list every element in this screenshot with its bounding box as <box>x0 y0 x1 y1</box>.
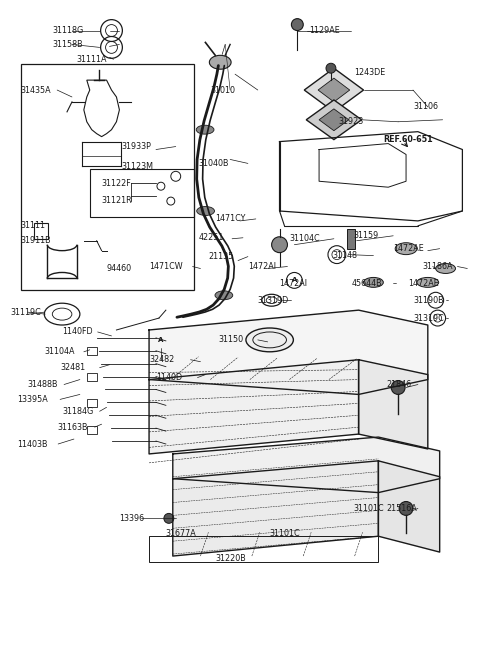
Bar <box>149 536 378 562</box>
Text: 21135: 21135 <box>208 252 234 261</box>
Text: 31319C: 31319C <box>413 314 444 322</box>
Text: A: A <box>158 337 164 343</box>
Text: 31159: 31159 <box>354 231 379 240</box>
Text: 31010: 31010 <box>210 86 235 94</box>
Bar <box>87 400 96 407</box>
Polygon shape <box>359 360 428 449</box>
Text: 1129AE: 1129AE <box>309 26 340 35</box>
Text: 32481: 32481 <box>60 363 85 372</box>
Text: 31118G: 31118G <box>52 26 84 35</box>
Polygon shape <box>149 360 359 454</box>
Text: 31040B: 31040B <box>199 159 229 168</box>
Ellipse shape <box>246 328 293 352</box>
Text: 31911B: 31911B <box>21 236 51 245</box>
Polygon shape <box>378 461 440 552</box>
Text: 1140FD: 1140FD <box>62 328 93 337</box>
Bar <box>347 229 355 249</box>
Polygon shape <box>173 461 378 556</box>
Text: 31148: 31148 <box>332 251 357 260</box>
Ellipse shape <box>209 55 231 69</box>
Text: 31220B: 31220B <box>216 553 246 563</box>
Polygon shape <box>304 68 363 112</box>
Text: 31163B: 31163B <box>57 422 88 432</box>
Text: 31106: 31106 <box>413 102 438 111</box>
Text: 31121R: 31121R <box>102 196 132 204</box>
Text: 1472AI: 1472AI <box>279 279 308 288</box>
Text: 13395A: 13395A <box>18 395 48 404</box>
Bar <box>35 223 48 239</box>
Text: 1140D: 1140D <box>156 373 182 382</box>
Text: 31435A: 31435A <box>21 86 51 94</box>
Text: REF.60-651: REF.60-651 <box>384 135 433 144</box>
Text: 31933P: 31933P <box>121 142 151 151</box>
Text: 31158B: 31158B <box>52 40 83 49</box>
Text: 1471CY: 1471CY <box>216 214 246 223</box>
Polygon shape <box>306 100 361 140</box>
Text: 31677A: 31677A <box>166 529 197 538</box>
Text: 31488B: 31488B <box>27 380 58 389</box>
Text: 13396: 13396 <box>120 514 144 523</box>
Ellipse shape <box>395 243 417 255</box>
Text: 31923: 31923 <box>339 117 364 126</box>
Text: 1472AE: 1472AE <box>393 244 424 253</box>
Bar <box>87 373 96 381</box>
Text: 1243DE: 1243DE <box>354 67 385 77</box>
Text: 31101C: 31101C <box>354 504 384 513</box>
Polygon shape <box>173 437 440 493</box>
Circle shape <box>291 18 303 31</box>
Bar <box>21 64 193 290</box>
Polygon shape <box>149 310 428 394</box>
Text: 21516A: 21516A <box>386 504 417 513</box>
Circle shape <box>399 502 413 515</box>
Bar <box>87 347 96 355</box>
Text: 31101C: 31101C <box>270 529 300 538</box>
Text: 31184G: 31184G <box>62 407 93 416</box>
Text: 1471CW: 1471CW <box>149 262 183 271</box>
Circle shape <box>391 381 405 394</box>
Text: 21846: 21846 <box>386 380 411 389</box>
Text: 31111A: 31111A <box>77 55 108 64</box>
Text: 31319D: 31319D <box>258 296 289 305</box>
Circle shape <box>326 64 336 73</box>
Text: 11403B: 11403B <box>18 440 48 449</box>
Ellipse shape <box>436 263 456 273</box>
Text: 31150: 31150 <box>218 335 243 345</box>
Text: 31190B: 31190B <box>413 296 444 305</box>
Circle shape <box>164 514 174 523</box>
Text: 31186A: 31186A <box>423 262 453 271</box>
Ellipse shape <box>363 278 384 288</box>
Bar <box>87 426 96 434</box>
Text: 1472AI: 1472AI <box>248 262 276 271</box>
Text: 32482: 32482 <box>149 355 174 364</box>
Text: A: A <box>292 278 297 284</box>
Polygon shape <box>319 109 349 131</box>
Ellipse shape <box>196 125 214 134</box>
Ellipse shape <box>215 291 233 300</box>
Text: 31123M: 31123M <box>121 162 154 171</box>
Text: 42251: 42251 <box>199 233 224 242</box>
Text: 1472AE: 1472AE <box>408 279 439 288</box>
Polygon shape <box>318 78 350 102</box>
Text: 31104A: 31104A <box>44 347 75 356</box>
Text: 31119C: 31119C <box>11 308 41 316</box>
Text: 45644B: 45644B <box>352 279 382 288</box>
Bar <box>90 170 193 217</box>
Text: 31122F: 31122F <box>102 179 132 188</box>
Text: 94460: 94460 <box>107 264 132 273</box>
Circle shape <box>272 236 288 253</box>
Ellipse shape <box>417 278 439 288</box>
Ellipse shape <box>197 206 215 215</box>
Text: 31111: 31111 <box>21 221 46 231</box>
Text: 31104C: 31104C <box>289 234 320 243</box>
